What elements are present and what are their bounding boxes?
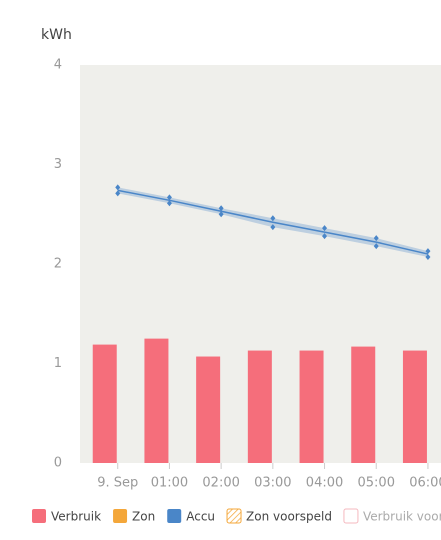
range-marker	[425, 248, 431, 255]
range-marker	[218, 211, 224, 218]
legend-label[interactable]: Verbruik voorspeld	[363, 510, 441, 524]
legend-swatch[interactable]	[167, 509, 182, 523]
legend-label[interactable]: Zon voorspeld	[246, 510, 332, 524]
range-marker	[373, 243, 379, 250]
range-marker	[425, 254, 431, 261]
legend-label[interactable]: Zon	[132, 510, 155, 524]
x-tick-label: 06:00	[409, 476, 441, 491]
legend-label[interactable]: Verbruik	[51, 510, 101, 524]
x-tick-label: 02:00	[202, 476, 239, 491]
range-marker	[218, 205, 224, 212]
range-marker	[166, 194, 172, 201]
range-marker	[115, 184, 121, 191]
x-tick-label: 01:00	[151, 476, 188, 491]
range-marker	[270, 224, 276, 231]
y-tick-label: 3	[54, 157, 62, 172]
legend-label[interactable]: Accu	[186, 510, 215, 524]
bar	[196, 356, 221, 463]
range-marker	[166, 200, 172, 207]
x-tick-label: 04:00	[306, 476, 343, 491]
bar	[299, 350, 324, 463]
legend-swatch[interactable]	[343, 508, 359, 524]
y-tick-label: 2	[54, 257, 62, 272]
legend-swatch[interactable]	[32, 509, 46, 523]
y-tick-label: 4	[54, 58, 62, 73]
legend-swatch[interactable]	[226, 508, 242, 524]
y-tick-label: 0	[54, 456, 62, 471]
bar	[144, 338, 169, 463]
x-tick-label: 05:00	[358, 476, 395, 491]
bar	[247, 350, 272, 463]
range-marker	[373, 235, 379, 242]
range-marker	[270, 215, 276, 222]
bar	[402, 350, 427, 463]
range-marker	[115, 190, 121, 197]
y-axis-label: kWh	[41, 27, 72, 43]
range-marker	[322, 225, 328, 232]
bar	[351, 346, 376, 463]
range-marker	[322, 233, 328, 240]
y-tick-label: 1	[54, 356, 62, 371]
x-tick-label: 03:00	[254, 476, 291, 491]
legend-swatch[interactable]	[113, 509, 128, 523]
bar	[92, 344, 117, 463]
x-tick-label: 9. Sep	[97, 476, 138, 491]
